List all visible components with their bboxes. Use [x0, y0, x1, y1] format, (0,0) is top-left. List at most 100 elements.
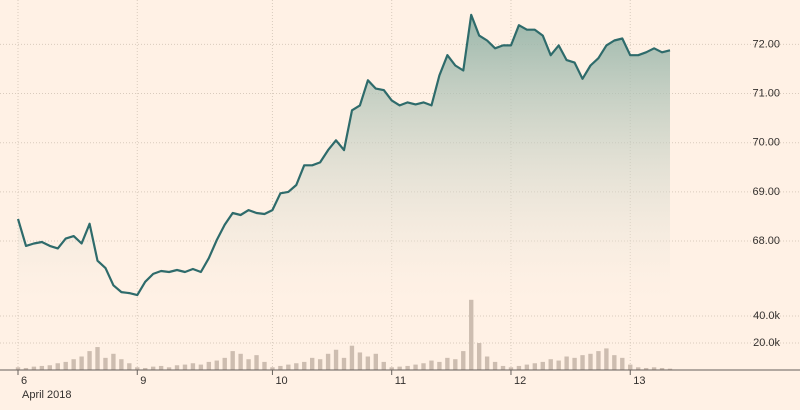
volume-bar — [325, 353, 331, 370]
volume-bar — [238, 353, 243, 370]
volume-bar — [484, 356, 490, 370]
volume-bar — [437, 361, 442, 370]
volume-bar — [389, 367, 394, 370]
volume-bar — [580, 355, 585, 370]
volume-bar — [31, 366, 37, 370]
volume-bar — [302, 361, 307, 370]
volume-bar — [246, 359, 251, 370]
volume-bar — [540, 361, 545, 370]
volume-bar — [111, 353, 116, 370]
volume-bar — [127, 363, 132, 370]
volume-bar — [206, 361, 212, 370]
volume-bar — [294, 363, 299, 370]
volume-bar — [516, 365, 522, 370]
x-tick-label: 6 — [21, 375, 27, 387]
volume-bar — [588, 353, 593, 370]
volume-bar — [270, 367, 275, 370]
x-tick-label: 9 — [140, 375, 146, 387]
volume-bar — [47, 365, 52, 370]
price-area — [18, 14, 670, 301]
y-tick-label: 68.00 — [752, 235, 780, 247]
volume-bar — [556, 360, 561, 370]
volume-bar — [286, 364, 291, 370]
x-tick-label: 12 — [514, 375, 526, 387]
volume-bar — [492, 361, 498, 370]
volume-bar — [397, 366, 402, 370]
volume-bar — [222, 357, 227, 370]
y-tick-label: 71.00 — [752, 87, 780, 99]
volume-bar — [508, 367, 514, 370]
volume-bar — [476, 343, 482, 370]
y2-tick-label: 40.0k — [753, 310, 780, 322]
x-tick-label: 13 — [633, 375, 645, 387]
volume-bar — [71, 359, 76, 370]
volume-bar — [651, 367, 657, 370]
volume-bar — [421, 363, 426, 370]
volume-bar — [612, 355, 617, 370]
volume-bar — [373, 353, 378, 370]
volume-bar — [453, 359, 458, 370]
volume-bar — [349, 345, 355, 370]
y-tick-label: 72.00 — [752, 38, 780, 50]
volume-bar — [150, 366, 156, 370]
price-line — [16, 13, 671, 297]
volume-bar — [166, 367, 172, 370]
volume-bar — [23, 367, 29, 370]
volume-bar — [357, 352, 363, 370]
volume-bar — [103, 357, 108, 370]
volume-bar — [119, 359, 124, 370]
y2-tick-label: 20.0k — [753, 337, 780, 349]
volume-bar — [190, 363, 196, 370]
volume-bar — [317, 359, 323, 370]
volume-bar — [596, 351, 601, 370]
volume-bar — [405, 365, 410, 370]
volume-bar — [469, 299, 474, 370]
volume-bar — [636, 367, 641, 370]
volume-bar — [254, 355, 259, 370]
volume-bar — [564, 356, 569, 370]
volume-bar — [182, 364, 188, 370]
volume-bar — [79, 356, 84, 370]
volume-bar — [413, 364, 418, 370]
volume-bar — [429, 360, 434, 370]
x-sublabel: April 2018 — [22, 389, 72, 401]
volume-bar — [445, 357, 450, 370]
x-tick-label: 11 — [395, 375, 406, 387]
y-tick-label: 70.00 — [752, 137, 780, 149]
volume-bar — [63, 361, 68, 370]
volume-bar — [230, 351, 235, 370]
volume-bar — [500, 365, 506, 370]
volume-bar — [572, 357, 577, 370]
volume-bar — [548, 359, 553, 370]
volume-bar — [643, 367, 649, 370]
volume-bar — [604, 348, 609, 370]
volume-bar — [341, 357, 347, 370]
volume-bar — [365, 356, 371, 370]
volume-bar — [524, 364, 530, 370]
volume-bar — [278, 365, 283, 370]
volume-bar — [143, 367, 148, 370]
volume-bar — [174, 365, 180, 370]
volume-bar — [135, 367, 140, 370]
volume-bar — [333, 349, 339, 370]
volume-bar — [628, 364, 633, 370]
volume-bar — [95, 347, 100, 370]
volume-bar — [15, 367, 21, 370]
volume-bar — [198, 364, 204, 370]
volume-bar — [39, 365, 45, 370]
volume-bar — [620, 357, 625, 370]
y-tick-label: 69.00 — [752, 186, 780, 198]
volume-bar — [55, 363, 60, 370]
volume-bar — [667, 368, 673, 370]
volume-bar — [87, 351, 92, 370]
volume-bar — [381, 361, 386, 370]
x-tick-label: 10 — [275, 375, 287, 387]
volume-bar — [310, 357, 315, 370]
volume-bar — [214, 360, 219, 370]
volume-bar — [262, 361, 267, 370]
volume-bar — [532, 363, 538, 370]
volume-bar — [659, 367, 665, 370]
volume-bar — [461, 351, 466, 370]
